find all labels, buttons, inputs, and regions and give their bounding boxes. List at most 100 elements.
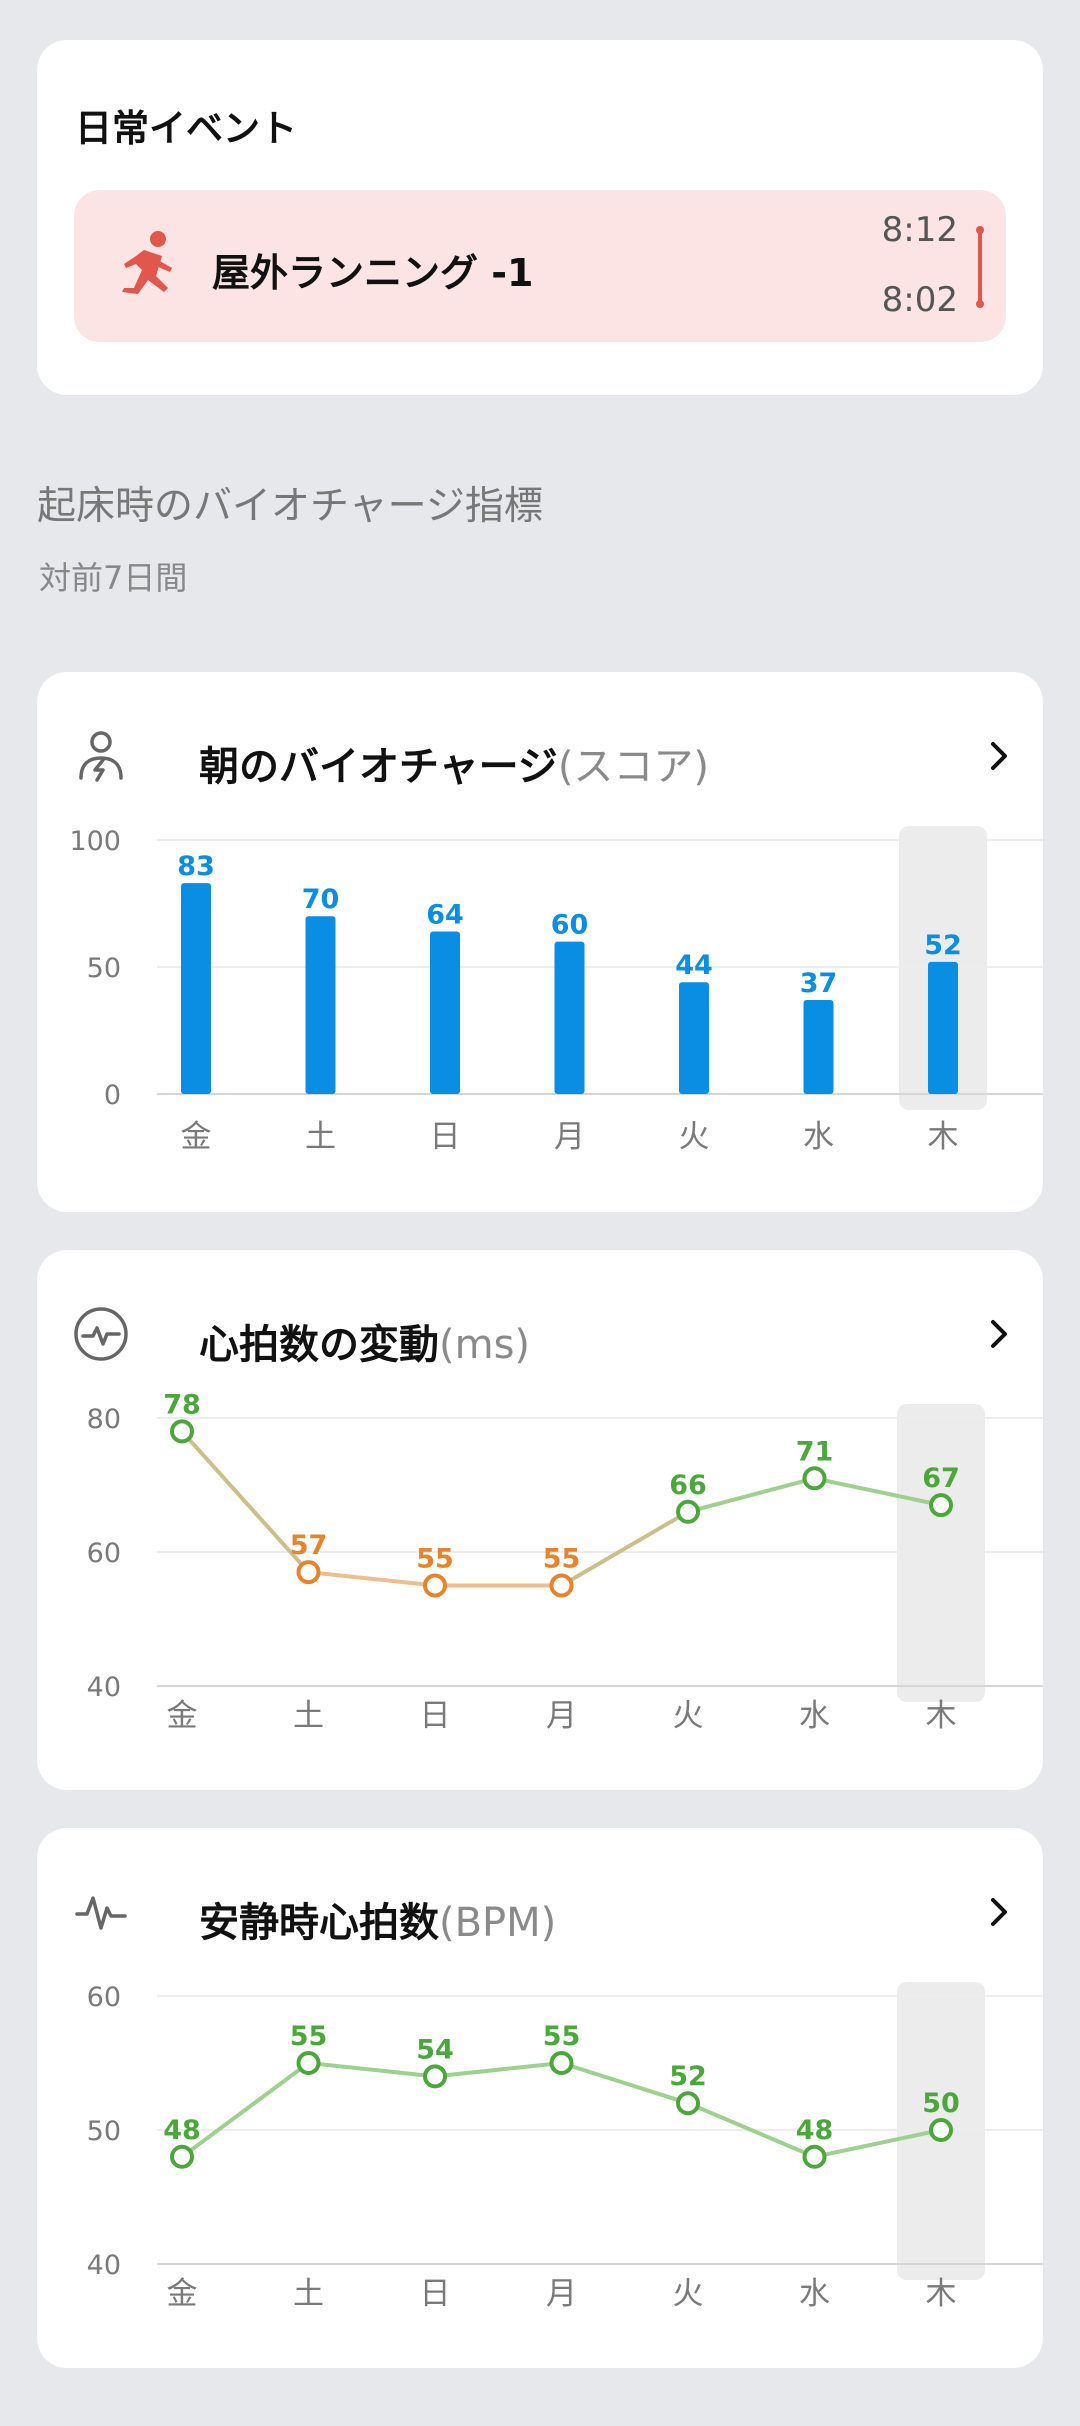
data-label: 66: [669, 1470, 707, 1501]
x-tick-label: 水: [799, 2276, 830, 2312]
data-point: [296, 2051, 321, 2075]
x-tick-label: 木: [926, 2276, 957, 2312]
data-label: 48: [796, 2115, 834, 2146]
bar: [679, 982, 709, 1094]
data-label: 60: [551, 910, 589, 941]
data-label: 54: [416, 2034, 454, 2065]
section-title: 起床時のバイオチャージ指標: [37, 484, 543, 529]
bar: [928, 961, 958, 1094]
series-line: [559, 1509, 690, 1588]
data-point: [929, 2118, 953, 2142]
x-tick-label: 土: [305, 1119, 336, 1155]
data-label: 52: [924, 930, 962, 961]
x-tick-label: 水: [803, 1119, 834, 1155]
chevron-right-icon[interactable]: [979, 1892, 1019, 1932]
data-label: 67: [922, 1463, 960, 1494]
data-point: [170, 1419, 194, 1444]
data-point: [296, 1560, 321, 1585]
data-point: [549, 2051, 574, 2075]
x-tick-label: 土: [293, 1698, 324, 1734]
running-icon: [122, 231, 172, 294]
y-tick-label: 60: [87, 1538, 121, 1569]
biocharge-card[interactable]: 0 50 100 金 土 日 月 火 水 木 83 70 64 60 44 37 52 朝のバイオチャージ(スコ…: [37, 672, 1043, 1212]
heartbeat-wave-icon: [75, 1896, 127, 1930]
data-point: [676, 1499, 700, 1524]
data-point: [423, 1573, 447, 1598]
biocharge-card-header: 朝のバイオチャージ(スコア): [73, 722, 1013, 792]
data-label: 55: [543, 2021, 581, 2052]
y-tick-label: 50: [87, 953, 121, 984]
x-tick-label: 金: [181, 1119, 212, 1155]
data-label: 48: [163, 2115, 201, 2146]
data-label: 50: [922, 2088, 960, 2119]
data-label: 37: [800, 968, 838, 999]
hrv-card-header: 心拍数の変動(ms): [73, 1300, 1013, 1370]
hrv-card[interactable]: 40 60 80 金 土 日 月 火 水 木 78 57 55 55 66 71 67 心拍数の変動(ms): [37, 1250, 1043, 1790]
biocharge-title-text: 朝のバイオチャージ: [199, 744, 558, 790]
event-item-outdoor-running[interactable]: 屋外ランニング -1 8:12 8:02: [74, 190, 1006, 342]
x-tick-label: 月: [546, 2276, 577, 2312]
x-tick-label: 火: [673, 1698, 704, 1734]
bar: [430, 931, 460, 1094]
person-bolt-icon: [79, 731, 123, 782]
chevron-right-icon[interactable]: [979, 1314, 1019, 1354]
y-tick-label: 0: [104, 1080, 121, 1111]
data-label: 70: [302, 884, 340, 915]
event-duration-bar: [976, 226, 984, 308]
data-label: 78: [163, 1389, 201, 1420]
x-tick-label: 日: [420, 1698, 451, 1734]
heart-pulse-circle-icon: [74, 1307, 128, 1361]
bar: [554, 941, 585, 1094]
resting-hr-unit: (BPM): [439, 1900, 557, 1946]
event-end-time: 8:12: [881, 210, 958, 250]
hrv-title: 心拍数の変動(ms): [199, 1312, 530, 1370]
series-line: [812, 2128, 943, 2159]
bar: [803, 1000, 834, 1094]
event-start-time: 8:02: [881, 280, 958, 320]
x-tick-label: 金: [167, 1698, 198, 1734]
bar: [305, 916, 336, 1094]
bar: [181, 883, 211, 1094]
data-label: 55: [416, 1544, 454, 1575]
resting-hr-card[interactable]: 40 50 60 金 土 日 月 火 水 木 48 55 54 55 52 48 50 安静時心拍数(BPM): [37, 1828, 1043, 2368]
data-point: [802, 2144, 827, 2169]
hrv-title-text: 心拍数の変動: [199, 1322, 439, 1368]
daily-events-card: 日常イベント 屋外ランニング -1 8:12 8:02: [37, 40, 1043, 395]
y-tick-label: 40: [87, 2250, 121, 2281]
y-tick-label: 40: [87, 1672, 121, 1703]
x-tick-label: 日: [420, 2276, 451, 2312]
data-label: 57: [290, 1530, 328, 1561]
data-label: 64: [426, 899, 464, 930]
data-label: 52: [669, 2061, 707, 2092]
x-tick-label: 日: [430, 1119, 461, 1155]
x-tick-label: 火: [673, 2276, 704, 2312]
series-line: [180, 2061, 311, 2159]
series-line: [812, 1476, 943, 1508]
data-label: 55: [543, 1544, 581, 1575]
x-tick-label: 木: [928, 1119, 959, 1155]
x-tick-label: 月: [554, 1119, 585, 1155]
hrv-chart: 40 60 80 金 土 日 月 火 水 木 78 57 55 55 66 71 67: [87, 1389, 1043, 1734]
y-tick-label: 100: [69, 826, 121, 857]
data-point: [170, 2144, 194, 2169]
daily-events-title: 日常イベント: [75, 107, 297, 150]
x-tick-label: 木: [926, 1698, 957, 1734]
series-line: [686, 1476, 817, 1514]
x-tick-label: 金: [167, 2276, 198, 2312]
data-point: [802, 1466, 827, 1491]
x-tick-label: 月: [546, 1698, 577, 1734]
resting-hr-card-header: 安静時心拍数(BPM): [73, 1878, 1013, 1948]
data-point: [929, 1493, 953, 1518]
y-tick-label: 60: [87, 1982, 121, 2013]
x-tick-label: 土: [293, 2276, 324, 2312]
y-tick-label: 50: [87, 2116, 121, 2147]
y-tick-label: 80: [87, 1404, 121, 1435]
chevron-right-icon[interactable]: [979, 736, 1019, 776]
event-label: 屋外ランニング -1: [212, 251, 534, 295]
biocharge-unit: (スコア): [557, 744, 710, 790]
series-line: [559, 2061, 690, 2106]
data-label: 44: [675, 950, 713, 981]
x-tick-label: 火: [679, 1119, 710, 1155]
series-line: [306, 1570, 437, 1588]
biocharge-title: 朝のバイオチャージ(スコア): [199, 734, 709, 792]
